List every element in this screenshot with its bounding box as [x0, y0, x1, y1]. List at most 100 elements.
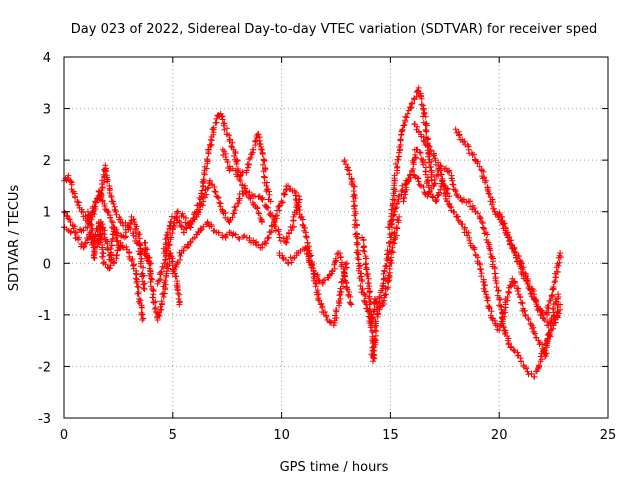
data-point [372, 318, 379, 325]
y-tick-label: -1 [38, 309, 51, 324]
data-point [303, 234, 310, 241]
data-point [243, 167, 250, 174]
data-point [371, 335, 378, 342]
data-point [181, 229, 187, 236]
data-point [90, 254, 97, 261]
data-point [533, 303, 540, 310]
data-point [236, 236, 243, 242]
data-point [231, 152, 238, 159]
data-point [85, 212, 92, 219]
data-point [151, 305, 158, 312]
data-point [213, 115, 220, 122]
data-point [141, 286, 148, 293]
data-point [480, 168, 487, 175]
data-point [551, 279, 558, 286]
y-tick-label: 2 [43, 154, 51, 169]
data-point [135, 231, 142, 238]
data-point [420, 161, 427, 168]
data-point [532, 330, 538, 337]
data-point [396, 147, 403, 154]
data-point [335, 299, 342, 306]
data-point [545, 330, 552, 337]
data-point [499, 221, 506, 228]
data-point [434, 196, 440, 203]
data-point [141, 280, 148, 287]
data-point [140, 264, 147, 271]
data-point [148, 283, 154, 290]
data-point [420, 184, 427, 191]
data-point [474, 160, 481, 167]
data-point [438, 171, 445, 178]
data-point [205, 184, 212, 191]
data-point [140, 285, 147, 292]
data-point [183, 215, 189, 221]
data-point [519, 299, 526, 306]
data-point [447, 203, 453, 210]
data-point [357, 270, 364, 277]
data-point [167, 225, 174, 232]
data-point [425, 184, 432, 191]
data-point [121, 234, 128, 241]
data-point [486, 190, 493, 197]
y-tick-label: 4 [43, 51, 51, 66]
data-point [204, 185, 211, 192]
data-point [511, 245, 518, 252]
data-point [421, 110, 427, 117]
x-tick-label: 0 [60, 428, 68, 443]
data-point [416, 149, 423, 156]
data-point [322, 309, 328, 315]
data-point [354, 235, 361, 242]
data-point [219, 116, 226, 123]
data-point [67, 178, 74, 185]
data-point [124, 224, 131, 231]
data-point [286, 230, 293, 237]
data-point [177, 253, 184, 259]
data-point [229, 165, 236, 172]
data-point [352, 208, 359, 215]
data-point [169, 258, 175, 265]
data-point [278, 198, 285, 205]
data-point [406, 104, 413, 111]
data-point [478, 219, 485, 225]
data-point [229, 214, 236, 221]
data-point [323, 313, 330, 320]
data-point [137, 242, 144, 249]
data-point [401, 122, 408, 128]
data-point [523, 365, 530, 372]
data-point [259, 196, 266, 203]
y-tick-label: -3 [38, 412, 51, 427]
data-point [423, 128, 430, 135]
y-tick-label: -2 [38, 360, 51, 375]
data-point [455, 217, 462, 224]
data-point [163, 232, 170, 239]
data-point [427, 147, 434, 153]
data-point [203, 165, 210, 172]
data-point [471, 151, 477, 158]
data-point [456, 132, 462, 139]
data-point [168, 234, 174, 241]
data-point [443, 186, 450, 193]
data-point [452, 188, 459, 195]
data-point [232, 150, 239, 157]
data-point [484, 297, 491, 304]
data-point [348, 301, 355, 308]
data-point [107, 262, 114, 269]
y-tick-label: 3 [43, 103, 51, 118]
data-point [214, 194, 221, 200]
data-point [519, 260, 525, 267]
data-point [199, 187, 206, 194]
data-point [510, 346, 517, 353]
data-point [231, 210, 238, 217]
data-point [400, 195, 407, 202]
data-point [260, 168, 267, 175]
data-point [452, 126, 459, 133]
data-point [403, 114, 410, 121]
data-points [61, 84, 564, 380]
data-point [415, 84, 422, 91]
data-point [71, 230, 78, 236]
data-point [437, 167, 444, 174]
data-point [484, 186, 491, 193]
data-point [129, 256, 136, 263]
data-point [182, 219, 189, 226]
data-point [217, 203, 224, 210]
